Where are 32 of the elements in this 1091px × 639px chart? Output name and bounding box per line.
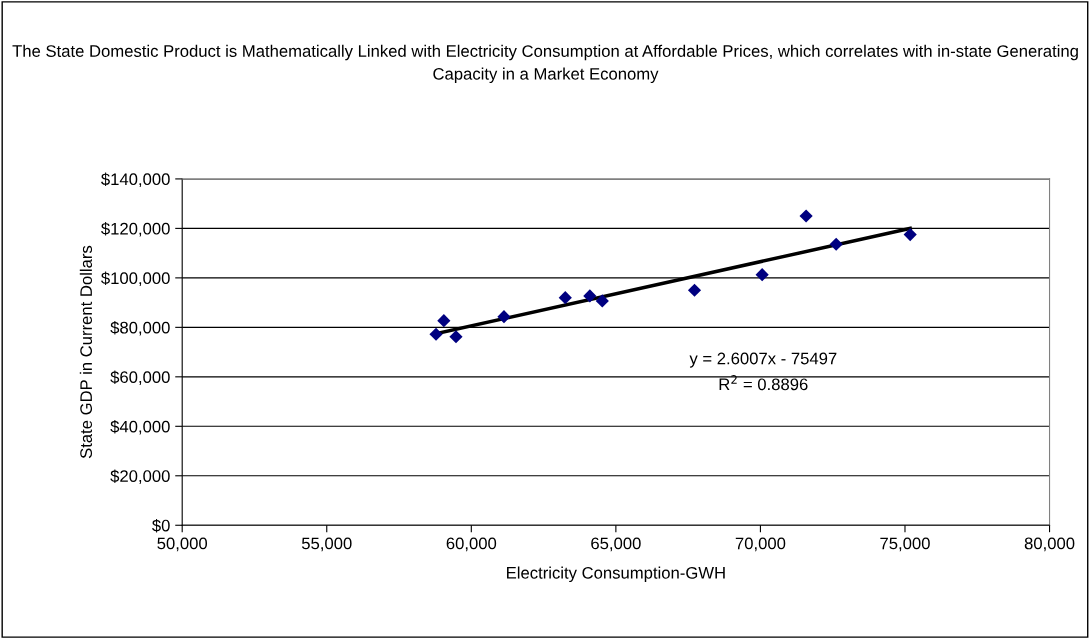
x-tick-label: 70,000: [735, 537, 786, 552]
point: [595, 294, 609, 308]
y-axis-title: State GDP in Current Dollars: [79, 245, 93, 459]
y-tick-label: $80,000: [110, 321, 170, 336]
point: [429, 327, 443, 341]
y-tick-label: $140,000: [101, 172, 170, 188]
point: [497, 310, 511, 324]
point: [437, 314, 451, 328]
annotation: y = 2.6007x - 75497: [689, 352, 837, 368]
y-tick-label: $20,000: [110, 469, 170, 484]
point: [829, 237, 843, 251]
y-tick-label: $120,000: [101, 222, 170, 237]
annotation: R$^{2}$ = 0.8896: [719, 375, 808, 391]
x-tick-label: 50,000: [157, 537, 208, 552]
x-tick-label: 55,000: [301, 537, 352, 552]
y-tick-label: $100,000: [101, 271, 170, 287]
y-tick-label: $0: [152, 518, 170, 533]
x-tick-label: 60,000: [446, 537, 497, 552]
point: [558, 291, 572, 305]
y-tick-label: $40,000: [110, 420, 170, 435]
point: [903, 227, 917, 242]
point: [583, 289, 597, 303]
point: [449, 330, 463, 344]
x-axis-title: Electricity Consumption-GWH: [507, 566, 725, 583]
y-tick-label: $60,000: [110, 370, 170, 385]
x-tick-label: 80,000: [1024, 537, 1075, 552]
point: [687, 283, 702, 297]
point: [755, 268, 769, 282]
x-tick-label: 75,000: [880, 537, 930, 552]
x-tick-label: 65,000: [591, 537, 641, 552]
point: [799, 209, 813, 223]
chart-title: The State Domestic Product is Mathematically Linked with Electricity Consumption at Affordable Prices, which correlates with in-state Generating Capacity in a Market Economy: [12, 44, 1078, 84]
